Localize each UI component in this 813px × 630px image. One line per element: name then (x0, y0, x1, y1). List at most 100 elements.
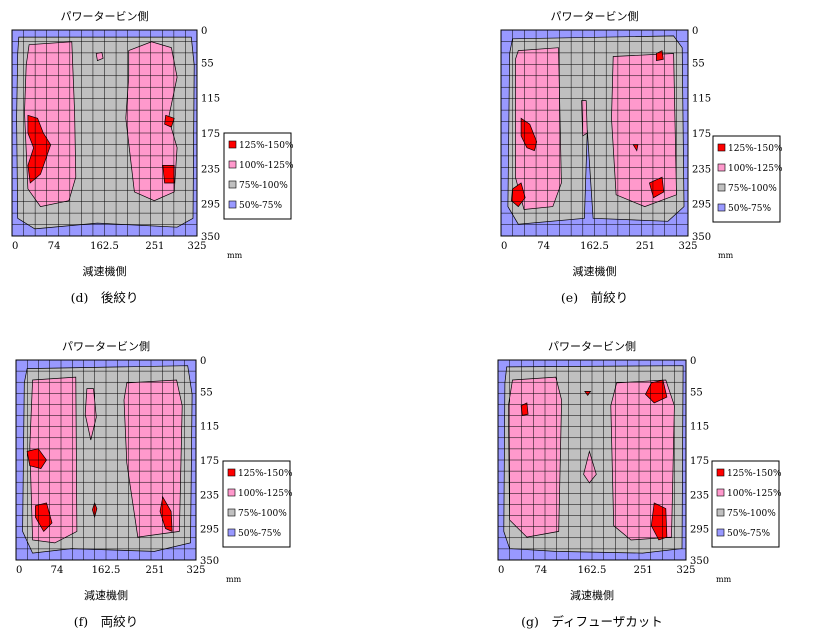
legend-label: 75%-100% (239, 181, 288, 191)
legend-label: 50%-75% (727, 529, 770, 539)
y-tick-label: 235 (690, 490, 709, 501)
region-125-150 (35, 502, 53, 532)
x-tick-label: 251 (634, 565, 653, 576)
legend-label: 50%-75% (238, 529, 281, 539)
top-label: パワータービン側 (548, 340, 636, 353)
x-tick-label: 251 (145, 241, 164, 252)
x-unit-label: mm (716, 575, 732, 584)
legend-label: 100%-125% (239, 161, 294, 171)
y-tick-label: 55 (200, 387, 213, 398)
panel-caption: (f) 両絞り (74, 614, 138, 629)
legend-swatch (716, 468, 725, 477)
y-tick-label: 235 (201, 164, 220, 175)
legend-swatch (227, 468, 236, 477)
x-tick-label: 162.5 (90, 241, 119, 252)
x-tick-label: 251 (145, 565, 164, 576)
y-tick-label: 115 (692, 94, 711, 105)
legend-label: 125%-150% (239, 141, 294, 151)
y-tick-label: 350 (200, 556, 219, 567)
x-tick-label: 74 (51, 565, 64, 576)
region-100-125 (515, 47, 562, 210)
legend-swatch (227, 508, 236, 517)
y-tick-label: 115 (201, 94, 220, 105)
x-tick-label: 325 (187, 241, 206, 252)
x-tick-label: 74 (534, 565, 547, 576)
legend-label: 50%-75% (728, 204, 771, 214)
region-100-125 (125, 41, 178, 202)
region-100-125 (123, 379, 183, 538)
legend: 125%-150% 100%-125% 75%-100% 50%-75% (712, 135, 783, 223)
heatmap-panel: パワータービン側 0 55 115 175 235 295 350 0 74 162.5 251 325… (500, 10, 734, 305)
region-100-125 (84, 388, 97, 441)
legend-label: 50%-75% (239, 201, 282, 211)
y-tick-label: 55 (692, 58, 705, 69)
legend: 125%-150% 100%-125% 75%-100% 50%-75% (711, 460, 782, 548)
region-125-150 (632, 144, 639, 152)
y-tick-label: 295 (690, 525, 709, 536)
bottom-label: 減速機側 (83, 264, 127, 278)
region-125-150 (164, 114, 175, 128)
y-tick-label: 55 (690, 387, 703, 398)
legend: 125%-150% 100%-125% 75%-100% 50%-75% (222, 460, 293, 548)
y-tick-label: 350 (692, 232, 711, 243)
legend-label: 125%-150% (727, 469, 782, 479)
x-unit-label: mm (226, 575, 242, 584)
legend: 125%-150% 100%-125% 75%-100% 50%-75% (223, 132, 294, 220)
plot-frame (500, 29, 689, 237)
x-tick-label: 0 (12, 241, 18, 252)
region-125-150 (650, 502, 668, 541)
legend-swatch (717, 183, 726, 192)
x-tick-label: 325 (678, 241, 697, 252)
legend-swatch (717, 163, 726, 172)
region-125-150 (162, 165, 175, 184)
x-tick-label: 325 (186, 565, 205, 576)
x-unit-label: mm (227, 251, 243, 260)
x-unit-label: mm (718, 251, 734, 260)
y-tick-label: 295 (201, 200, 220, 211)
legend-label: 100%-125% (238, 489, 293, 499)
heatmap-panel: パワータービン側 0 55 115 175 235 295 350 0 74 162.5 251 325… (11, 10, 243, 305)
legend-label: 75%-100% (728, 184, 777, 194)
region-100-125 (508, 376, 562, 538)
y-tick-label: 0 (692, 26, 698, 37)
region-125-150 (159, 496, 173, 532)
legend-label: 75%-100% (727, 509, 776, 519)
y-tick-label: 295 (200, 525, 219, 536)
region-125-150 (511, 182, 526, 208)
legend-label: 100%-125% (727, 489, 782, 499)
x-tick-label: 162.5 (578, 565, 607, 576)
region-100-125 (583, 450, 597, 484)
y-tick-label: 175 (690, 456, 709, 467)
x-tick-label: 0 (498, 565, 504, 576)
x-tick-label: 74 (48, 241, 61, 252)
y-tick-label: 55 (201, 58, 214, 69)
legend-label: 75%-100% (238, 509, 287, 519)
legend-swatch (228, 140, 237, 149)
y-tick-label: 175 (201, 129, 220, 140)
region-100-125 (581, 100, 588, 137)
legend-swatch (228, 180, 237, 189)
x-tick-label: 162.5 (92, 565, 121, 576)
legend-label: 125%-150% (728, 144, 783, 154)
top-label: パワータービン側 (61, 10, 149, 23)
legend-swatch (228, 160, 237, 169)
y-tick-label: 0 (201, 26, 207, 37)
legend-swatch (228, 200, 237, 209)
y-tick-label: 0 (690, 356, 696, 367)
plot-frame (497, 359, 687, 561)
x-tick-label: 251 (636, 241, 655, 252)
legend-swatch (717, 143, 726, 152)
x-tick-label: 162.5 (580, 241, 609, 252)
y-tick-label: 350 (201, 232, 220, 243)
legend-label: 100%-125% (728, 164, 783, 174)
panel-caption: (g) ディフューザカット (521, 614, 663, 629)
legend-swatch (716, 508, 725, 517)
x-tick-label: 325 (676, 565, 695, 576)
legend-swatch (227, 488, 236, 497)
x-tick-label: 0 (16, 565, 22, 576)
legend-swatch (716, 528, 725, 537)
x-tick-label: 74 (537, 241, 550, 252)
y-tick-label: 235 (200, 490, 219, 501)
